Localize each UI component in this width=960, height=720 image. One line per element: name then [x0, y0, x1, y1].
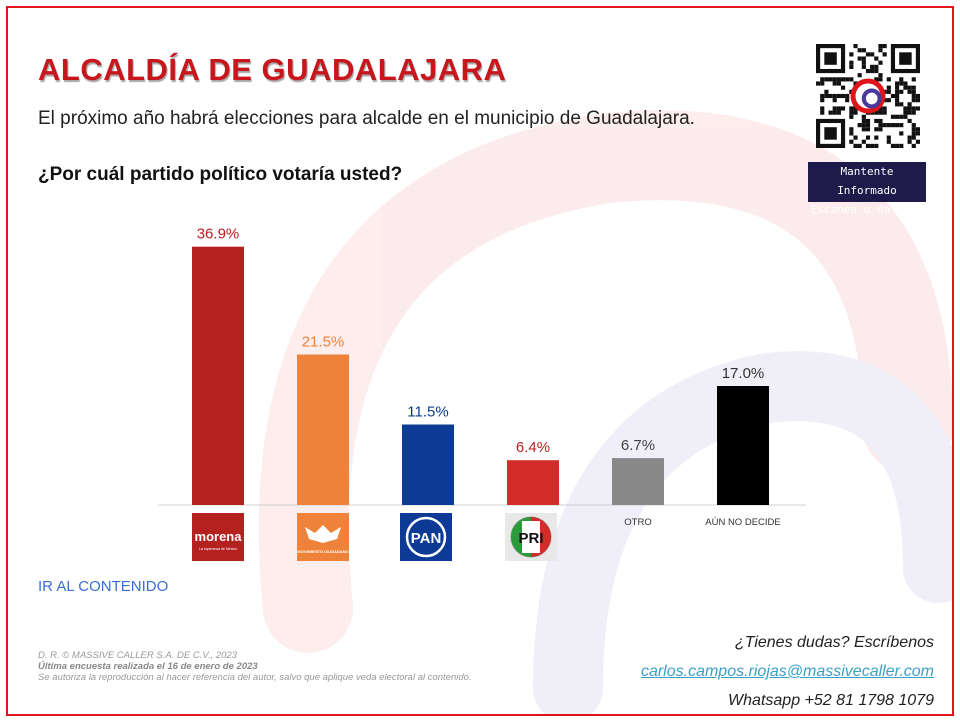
page-title: ALCALDÍA DE GUADALAJARA [38, 52, 507, 87]
value-label-0: 36.9% [197, 226, 240, 243]
logo-pri-text: PRI [518, 530, 543, 547]
contact-prompt: ¿Tienes dudas? Escríbenos [734, 634, 934, 651]
logo-morena: morena La esperanza de México [192, 513, 244, 561]
qr-code-icon[interactable] [816, 44, 920, 148]
logo-morena-tagline: La esperanza de México [199, 547, 237, 551]
contact-email-link[interactable]: carlos.campos.riojas@massivecaller.com [640, 663, 934, 680]
logo-morena-text: morena [195, 529, 243, 544]
slide-frame: ALCALDÍA DE GUADALAJARA El próximo año h… [6, 6, 954, 716]
go-to-content-link[interactable]: IR AL CONTENIDO [38, 578, 169, 595]
page-subtitle: El próximo año habrá elecciones para alc… [38, 108, 695, 129]
survey-question: ¿Por cuál partido político votaría usted… [38, 164, 403, 185]
bar-1 [297, 354, 349, 505]
logo-pan: PAN [400, 513, 452, 561]
value-label-2: 11.5% [407, 404, 448, 421]
category-label-4: OTRO [624, 517, 651, 528]
chart-category-labels: OTRO AÚN NO DECIDE [624, 517, 780, 528]
bar-3 [507, 460, 559, 505]
contact-whatsapp: Whatsapp +52 81 1798 1079 [728, 692, 934, 709]
category-label-5: AÚN NO DECIDE [705, 517, 780, 528]
value-label-1: 21.5% [302, 334, 345, 351]
qr-caption-line1: Mantente Informado [837, 165, 897, 197]
footer-copyright: D. R. © MASSIVE CALLER S.A. DE C.V., 202… [38, 650, 238, 661]
value-label-5: 17.0% [722, 365, 765, 382]
footer-survey-note: Última encuesta realizada el 16 de enero… [38, 661, 258, 672]
logo-pan-text: PAN [411, 530, 442, 547]
chart-value-labels: 36.9% 21.5% 11.5% 6.4% 6.7% 17.0% [197, 226, 765, 457]
bar-chart: 36.9% 21.5% 11.5% 6.4% 6.7% 17.0% OTRO AÚN NO … [158, 226, 806, 561]
eagle-icon [305, 525, 341, 543]
value-label-3: 6.4% [516, 439, 550, 456]
qr-caption-line2: Escanea o da Clic [810, 203, 924, 216]
footer-legal: D. R. © MASSIVE CALLER S.A. DE C.V., 202… [38, 650, 478, 683]
logo-mc-text: MOVIMIENTO CIUDADANO [297, 549, 348, 554]
chart-bars [192, 246, 769, 505]
footer-contact: ¿Tienes dudas? Escríbenos carlos.campos.… [640, 628, 934, 714]
qr-panel[interactable]: Mantente Informado Escanea o da Clic [808, 44, 926, 216]
qr-caption[interactable]: Mantente Informado Escanea o da Clic [808, 162, 926, 216]
footer-disclaimer: Se autoriza la reproducción al hacer ref… [38, 672, 472, 683]
logo-pri: PRI [505, 513, 557, 561]
value-label-4: 6.7% [621, 437, 655, 454]
logo-movimiento-ciudadano: MOVIMIENTO CIUDADANO [297, 513, 349, 561]
bar-2 [402, 424, 454, 505]
bar-0 [192, 246, 244, 505]
bar-5 [717, 386, 769, 505]
bar-4 [612, 458, 664, 505]
